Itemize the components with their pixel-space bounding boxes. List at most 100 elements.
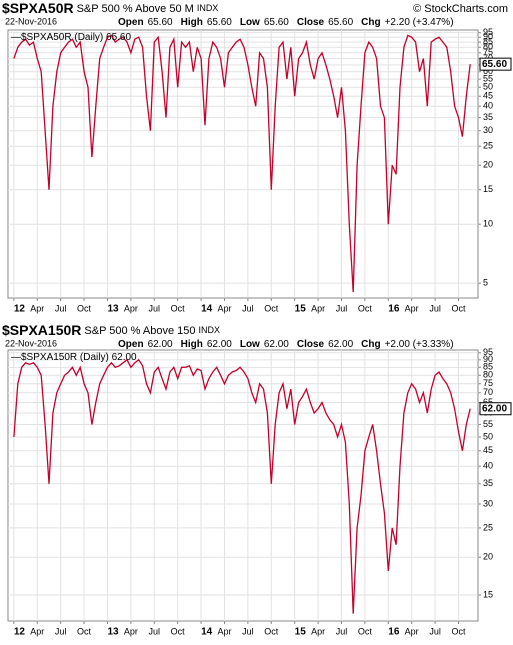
ohlc-label: Close: [297, 17, 325, 28]
x-tick-label: Jul: [429, 303, 441, 313]
y-tick-label: 80: [483, 42, 493, 52]
plot-frame: [7, 29, 479, 299]
ohlc-value: 65.60: [148, 17, 173, 28]
y-tick-label: 60: [483, 66, 493, 76]
x-tick-label: Apr: [311, 626, 325, 636]
x-tick-label: Oct: [358, 626, 373, 636]
ohlc: Open 62.00 High 62.00 Low 62.00 Close 62.00 Chg +…: [118, 339, 454, 350]
exchange: INDX: [197, 3, 219, 13]
y-tick-label: 85: [483, 36, 493, 46]
y-tick-label: 20: [483, 160, 493, 170]
date: 22-Nov-2016: [5, 16, 57, 26]
ticker: $SPXA150R: [2, 322, 81, 338]
legend-swatch: —: [11, 352, 21, 363]
y-tick-label: 55: [483, 74, 493, 84]
x-tick-label: Apr: [124, 626, 138, 636]
y-tick-label: 10: [483, 219, 493, 229]
subtitle: S&P 500 % Above 150: [84, 325, 195, 337]
x-tick-label: Jul: [55, 303, 67, 313]
last-value-label: 65.60: [482, 59, 507, 70]
y-tick-label: 50: [483, 431, 493, 441]
subtitle: S&P 500 % Above 50 M: [77, 3, 194, 15]
x-tick-label: Apr: [311, 303, 325, 313]
date: 22-Nov-2016: [5, 338, 57, 348]
exchange: INDX: [199, 325, 221, 335]
ohlc-value: 65.60: [328, 17, 353, 28]
last-value-box: [479, 57, 512, 71]
ohlc-label: Chg: [361, 17, 380, 28]
legend-swatch: —: [11, 32, 21, 43]
y-tick-label: 45: [483, 445, 493, 455]
y-tick-label: 95: [483, 27, 493, 37]
x-tick-label: Oct: [264, 626, 279, 636]
x-tick-label: Oct: [451, 626, 466, 636]
x-tick-label: 12: [14, 304, 26, 315]
data-line: [13, 34, 471, 293]
y-tick-label: 5: [483, 278, 488, 288]
x-tick-label: Apr: [217, 303, 231, 313]
x-tick-label: 16: [388, 627, 400, 638]
x-tick-label: 13: [107, 627, 119, 638]
y-tick-label: 45: [483, 91, 493, 101]
ohlc-value: +2.20 (+3.47%): [385, 17, 454, 28]
x-tick-label: Apr: [30, 303, 44, 313]
y-tick-label: 25: [483, 522, 493, 532]
x-tick-label: Apr: [405, 303, 419, 313]
ohlc-label: Chg: [361, 339, 380, 350]
y-tick-label: 20: [483, 552, 493, 562]
ohlc-value: 62.00: [207, 339, 232, 350]
y-tick-label: 55: [483, 419, 493, 429]
x-tick-label: Apr: [217, 626, 231, 636]
ohlc-label: Low: [240, 339, 260, 350]
watermark: © StockCharts.com: [413, 3, 508, 15]
x-tick-label: 13: [107, 304, 119, 315]
ohlc-label: High: [181, 17, 203, 28]
y-tick-label: 90: [483, 32, 493, 42]
x-tick-label: Apr: [124, 303, 138, 313]
title: $SPXA150R S&P 500 % Above 150 INDX: [2, 322, 220, 338]
y-tick-label: 30: [483, 125, 493, 135]
x-tick-label: Oct: [171, 303, 186, 313]
ticker: $SPXA50R: [2, 0, 74, 16]
plot-frame: [7, 349, 479, 622]
x-tick-label: 14: [201, 627, 213, 638]
x-tick-label: 14: [201, 304, 213, 315]
x-tick-label: Jul: [242, 303, 254, 313]
x-tick-label: Oct: [77, 626, 92, 636]
y-tick-label: 35: [483, 112, 493, 122]
ohlc-value: 62.00: [148, 339, 173, 350]
x-tick-label: Oct: [171, 626, 186, 636]
legend: —$SPXA150R (Daily) 62.00: [11, 352, 137, 363]
data-line: [13, 358, 471, 614]
y-tick-label: 75: [483, 378, 493, 388]
x-tick-label: Apr: [30, 626, 44, 636]
y-tick-label: 15: [483, 184, 493, 194]
y-tick-label: 50: [483, 82, 493, 92]
legend: —$SPXA50R (Daily) 65.60: [11, 32, 131, 43]
y-tick-label: 95: [483, 347, 493, 357]
x-tick-label: Apr: [405, 626, 419, 636]
y-tick-label: 25: [483, 141, 493, 151]
ohlc-value: 62.00: [328, 339, 353, 350]
x-tick-label: 15: [295, 304, 307, 315]
x-tick-label: Oct: [77, 303, 92, 313]
y-tick-label: 90: [483, 354, 493, 364]
ohlc-value: +2.00 (+3.33%): [385, 339, 454, 350]
x-tick-label: Jul: [429, 626, 441, 636]
y-tick-label: 40: [483, 461, 493, 471]
y-tick-label: 35: [483, 478, 493, 488]
x-tick-label: Oct: [451, 303, 466, 313]
x-tick-label: 16: [388, 304, 400, 315]
x-tick-label: Jul: [55, 626, 67, 636]
ohlc-label: High: [181, 339, 203, 350]
ohlc-value: 65.60: [264, 17, 289, 28]
x-tick-label: Jul: [242, 626, 254, 636]
last-value-box: [479, 402, 512, 416]
ohlc-label: Open: [118, 17, 144, 28]
x-tick-label: Oct: [358, 303, 373, 313]
ohlc-label: Close: [297, 339, 325, 350]
x-tick-label: Jul: [336, 626, 348, 636]
ohlc-label: Low: [240, 17, 260, 28]
y-tick-label: 40: [483, 101, 493, 111]
